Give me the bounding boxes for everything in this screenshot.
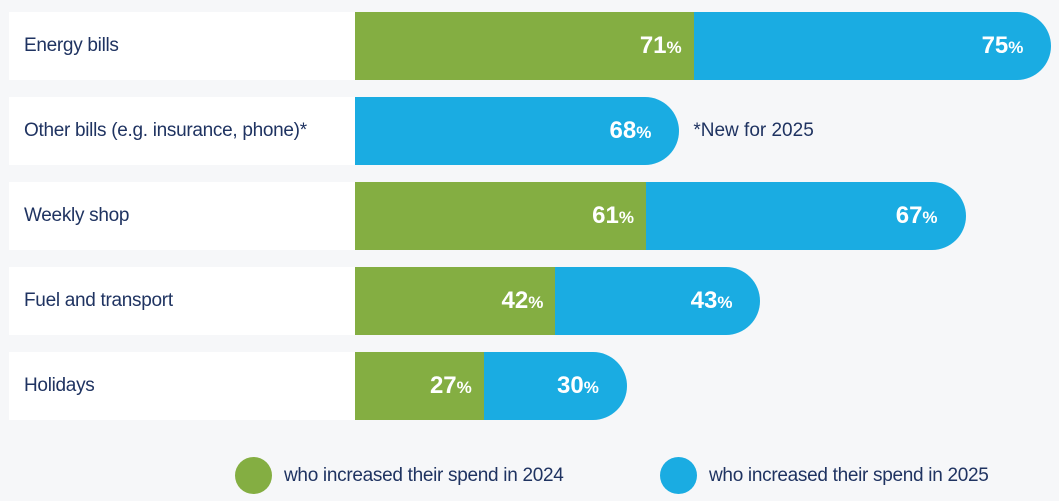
bar-row-holidays: Holidays 27% 30% xyxy=(9,352,1059,420)
data-label: 42% xyxy=(501,287,544,314)
annotation-note: *New for 2025 xyxy=(693,120,814,141)
bar-row-weekly-shop: Weekly shop 61% 67% xyxy=(9,182,1059,250)
category-label: Other bills (e.g. insurance, phone)* xyxy=(9,97,355,165)
category-label: Holidays xyxy=(9,352,355,420)
bar-2024-energy-bills: 71% xyxy=(355,12,694,80)
category-label: Energy bills xyxy=(9,12,355,80)
bar-2025-weekly-shop: 67% xyxy=(645,182,966,250)
bar-2024-fuel-and-transport: 42% xyxy=(355,267,556,335)
bar-2024-weekly-shop: 61% xyxy=(355,182,646,250)
legend-item-2025: who increased their spend in 2025 xyxy=(660,457,989,494)
bar-2025-other-bills-e-g-insurance-phone: 68% xyxy=(355,97,680,165)
data-label: 67% xyxy=(895,202,938,229)
legend-item-2024: who increased their spend in 2024 xyxy=(235,457,564,494)
bar-2025-energy-bills: 75% xyxy=(693,12,1052,80)
data-label: 27% xyxy=(429,372,472,399)
data-label: 43% xyxy=(690,287,733,314)
bar-row-other-bills-e-g-insurance-phone: Other bills (e.g. insurance, phone)* 68% *… xyxy=(9,97,1059,165)
data-label: 68% xyxy=(609,117,652,144)
data-label: 71% xyxy=(639,32,682,59)
category-label: Weekly shop xyxy=(9,182,355,250)
data-label: 75% xyxy=(981,32,1024,59)
category-label: Fuel and transport xyxy=(9,267,355,335)
bar-row-fuel-and-transport: Fuel and transport 42% 43% xyxy=(9,267,1059,335)
bar-row-energy-bills: Energy bills 71% 75% xyxy=(9,12,1059,80)
legend-swatch-2024 xyxy=(235,457,272,494)
legend-label-2024: who increased their spend in 2024 xyxy=(284,464,564,486)
legend-label-2025: who increased their spend in 2025 xyxy=(709,464,989,486)
bar-2024-holidays: 27% xyxy=(355,352,484,420)
data-label: 61% xyxy=(592,202,634,229)
legend-swatch-2025 xyxy=(660,457,697,494)
data-label: 30% xyxy=(557,372,599,399)
bar-2025-fuel-and-transport: 43% xyxy=(555,267,761,335)
bar-2025-holidays: 30% xyxy=(483,352,627,420)
